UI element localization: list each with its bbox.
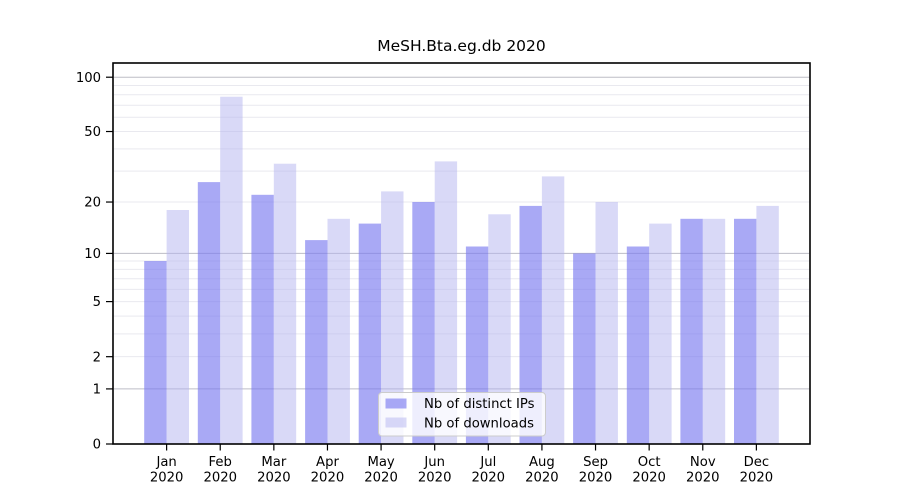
x-tick-label: Aug 2020 [525,455,559,486]
x-tick-dec-2020: Dec 2020 [740,444,774,486]
bar-nb-of-distinct-ips-mar-2020 [251,194,274,444]
x-tick-apr-2020: Apr 2020 [311,444,345,486]
x-tick-label: Jan 2020 [150,455,184,486]
y-tick-label: 100 [76,71,101,86]
y-tick-1: 1 [93,383,113,398]
chart-title: MeSH.Bta.eg.db 2020 [377,37,546,55]
bar-nb-of-downloads-jan-2020 [166,210,189,444]
x-tick-may-2020: May 2020 [364,444,398,486]
bar-nb-of-downloads-nov-2020 [702,218,726,444]
y-tick-50: 50 [84,125,113,140]
legend: Nb of distinct IPs Nb of downloads [378,392,546,437]
y-tick-label: 5 [93,295,101,310]
x-tick-label: Oct 2020 [632,455,666,486]
x-tick-label: Jul 2020 [472,455,506,486]
y-tick-20: 20 [84,196,113,211]
y-tick-label: 2 [93,350,101,365]
bar-nb-of-downloads-jul-2020 [488,214,511,444]
x-tick-label: Apr 2020 [311,455,345,486]
x-tick-jul-2020: Jul 2020 [472,444,506,486]
x-tick-aug-2020: Aug 2020 [525,444,559,486]
x-tick-sep-2020: Sep 2020 [579,444,613,486]
bar-nb-of-downloads-oct-2020 [649,223,672,444]
bar-nb-of-downloads-apr-2020 [327,218,350,444]
y-axis: 0 1 2 5 10 20 50 100 [76,71,113,453]
x-tick-label: May 2020 [364,455,398,486]
y-tick-label: 0 [93,438,101,453]
x-tick-label: Jun 2020 [418,455,452,486]
bar-nb-of-distinct-ips-may-2020 [358,223,382,444]
series-nb-of-downloads [166,96,779,444]
x-tick-jun-2020: Jun 2020 [418,444,452,486]
x-tick-feb-2020: Feb 2020 [203,444,237,486]
bar-nb-of-distinct-ips-aug-2020 [519,205,542,444]
legend-swatch-downloads [385,417,407,428]
y-tick-0: 0 [93,438,113,453]
x-tick-oct-2020: Oct 2020 [632,444,666,486]
bar-nb-of-distinct-ips-apr-2020 [305,240,328,444]
x-tick-label: Mar 2020 [257,455,291,486]
bar-nb-of-downloads-jun-2020 [434,161,458,444]
legend-swatch-distinct-ips [385,398,407,409]
bar-nb-of-downloads-sep-2020 [595,202,618,444]
bar-nb-of-downloads-mar-2020 [273,163,297,444]
bar-nb-of-distinct-ips-dec-2020 [734,218,757,444]
y-tick-100: 100 [76,71,113,86]
x-axis: Jan 2020 Feb 2020 Mar 2020 Apr 2020 May 2020 Jun 20… [150,444,773,486]
y-tick-label: 20 [84,196,101,211]
x-tick-jan-2020: Jan 2020 [150,444,184,486]
y-tick-10: 10 [84,247,113,262]
legend-box [378,392,546,437]
y-tick-label: 1 [93,383,101,398]
bar-nb-of-distinct-ips-feb-2020 [197,182,221,444]
x-tick-label: Sep 2020 [579,455,613,486]
x-tick-label: Dec 2020 [740,455,774,486]
x-tick-nov-2020: Nov 2020 [686,444,720,486]
bar-nb-of-distinct-ips-jan-2020 [144,261,167,444]
x-tick-mar-2020: Mar 2020 [257,444,291,486]
bar-nb-of-downloads-dec-2020 [756,205,779,444]
bar-nb-of-distinct-ips-sep-2020 [573,253,596,444]
y-tick-2: 2 [93,350,113,365]
bar-nb-of-distinct-ips-oct-2020 [626,246,650,444]
bar-nb-of-downloads-feb-2020 [220,96,243,444]
bar-nb-of-distinct-ips-jun-2020 [412,202,435,444]
y-tick-label: 10 [84,247,101,262]
y-tick-5: 5 [93,295,113,310]
legend-label-distinct-ips: Nb of distinct IPs [424,397,535,412]
bar-nb-of-downloads-aug-2020 [541,176,565,444]
x-tick-label: Feb 2020 [203,455,237,486]
bars [144,96,779,444]
y-tick-label: 50 [84,125,101,140]
bar-nb-of-downloads-may-2020 [381,191,404,444]
bar-nb-of-distinct-ips-nov-2020 [680,218,703,444]
x-tick-label: Nov 2020 [686,455,720,486]
legend-label-downloads: Nb of downloads [424,417,534,432]
